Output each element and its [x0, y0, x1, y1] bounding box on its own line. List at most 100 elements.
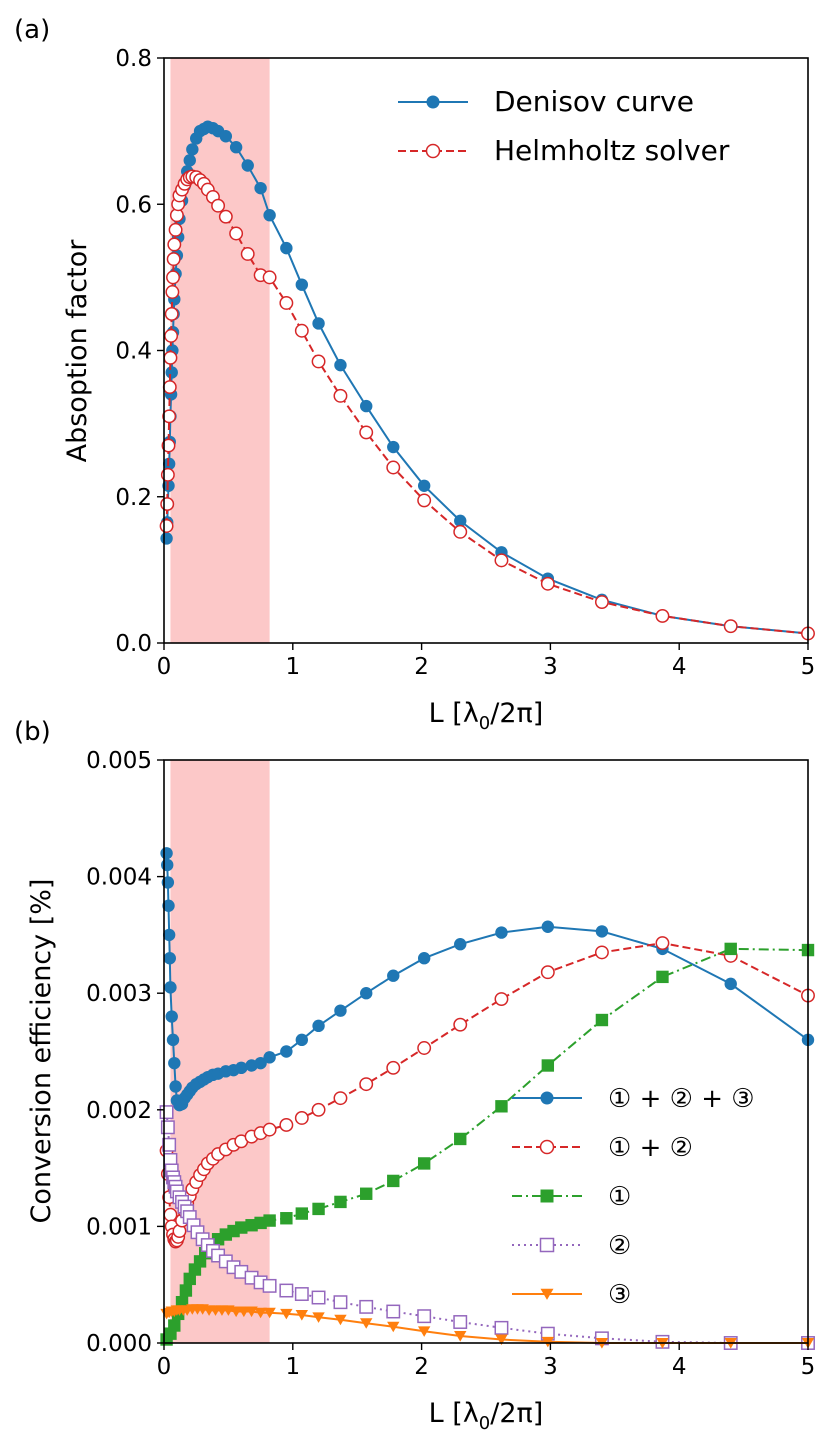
legend-marker: [539, 1139, 555, 1155]
data-point: [218, 209, 233, 224]
data-point: [229, 226, 244, 241]
data-point: [417, 1309, 432, 1324]
data-point: [494, 992, 509, 1006]
data-point: [494, 553, 509, 568]
data-point: [333, 388, 348, 403]
data-point: [163, 1207, 178, 1222]
x-tick-label: 1: [285, 654, 300, 680]
legend-entry: ① + ②: [512, 1133, 693, 1163]
data-point: [160, 497, 175, 512]
data-point: [417, 1157, 431, 1170]
data-point: [263, 1051, 276, 1064]
data-point: [360, 1318, 373, 1329]
data-point: [386, 1060, 401, 1075]
series-1: [159, 169, 815, 641]
x-tick-label: 1: [285, 1354, 300, 1380]
data-point: [294, 323, 309, 338]
legend-marker: [540, 1189, 554, 1203]
data-point: [159, 519, 174, 533]
data-point: [387, 1321, 400, 1333]
y-tick-label: 0.8: [115, 46, 152, 72]
data-point: [160, 847, 173, 860]
data-point: [166, 270, 180, 285]
data-point: [541, 920, 555, 933]
axes-frame: [163, 759, 809, 1344]
data-point: [387, 1174, 400, 1188]
data-point: [254, 1056, 267, 1070]
panel-a-xlabel: L [λ0/2π]: [429, 698, 544, 734]
data-point: [311, 1102, 326, 1117]
legend-label: ②: [608, 1231, 631, 1261]
data-point: [294, 1111, 309, 1125]
data-point: [235, 1221, 248, 1234]
data-point: [161, 858, 174, 872]
data-point: [454, 938, 467, 951]
legend-marker: [426, 95, 440, 109]
data-point: [295, 1310, 309, 1321]
panel-b-xlabel: L [λ0/2π]: [429, 1398, 544, 1434]
y-tick-label: 0.001: [86, 1214, 152, 1240]
data-point: [167, 237, 182, 252]
x-tick-label: 4: [672, 654, 687, 680]
data-point: [186, 143, 199, 156]
data-point: [312, 1202, 325, 1216]
data-point: [254, 1307, 267, 1319]
panel-b-ylabel: Conversion efficiency [%]: [26, 879, 57, 1224]
data-point: [164, 328, 179, 343]
data-point: [454, 1331, 467, 1342]
data-point: [294, 1287, 309, 1301]
data-point: [254, 181, 267, 195]
data-point: [333, 1295, 348, 1310]
legend-marker: [425, 143, 441, 159]
data-point: [279, 1283, 294, 1298]
data-point: [262, 1122, 277, 1137]
data-point: [295, 278, 309, 291]
data-point: [311, 354, 326, 369]
data-point: [333, 1091, 348, 1106]
panel-a-ylabel: Absoption factor: [62, 239, 93, 463]
plot-area: [159, 120, 815, 641]
panel-a: (a) Absoption factor L [λ0/2π] 0 1 2 3 4 5 0.0…: [14, 15, 815, 734]
data-point: [387, 440, 400, 454]
legend-label: Denisov curve: [494, 85, 694, 118]
data-point: [280, 1045, 293, 1058]
legend-marker: [540, 1288, 554, 1300]
data-point: [312, 1312, 325, 1323]
data-point: [160, 532, 173, 545]
y-tick-label: 0.003: [86, 981, 152, 1007]
x-tick-label: 0: [157, 1354, 172, 1380]
data-point: [417, 493, 432, 508]
data-point: [656, 970, 669, 984]
x-tick-label: 4: [672, 1354, 687, 1380]
y-tick-label: 0.002: [86, 1098, 152, 1124]
data-point: [279, 296, 294, 310]
data-point: [280, 1308, 293, 1320]
data-point: [295, 1033, 309, 1047]
legend-marker: [540, 1091, 554, 1105]
plot-area: [159, 847, 815, 1350]
y-tick-label: 0.000: [86, 1331, 152, 1357]
x-tick-label: 5: [801, 654, 816, 680]
data-point: [183, 1272, 196, 1286]
data-point: [295, 1207, 309, 1220]
data-point: [162, 457, 176, 471]
x-tick-label: 0: [157, 654, 172, 680]
data-point: [211, 198, 226, 213]
x-tick-label: 3: [543, 1354, 558, 1380]
data-point: [164, 981, 177, 994]
data-point: [240, 247, 255, 261]
data-point: [360, 399, 373, 413]
legend-marker: [539, 1237, 555, 1253]
data-point: [655, 936, 670, 951]
data-point: [387, 969, 400, 982]
data-point: [162, 380, 177, 395]
data-point: [163, 952, 176, 965]
legend-entry: ③: [512, 1280, 631, 1310]
data-point: [169, 1080, 182, 1093]
legend-label: Helmholtz solver: [494, 134, 730, 167]
legend-label: ① + ② + ③: [608, 1084, 755, 1114]
data-point: [164, 306, 179, 321]
data-point: [386, 1304, 401, 1319]
legend-entry: Denisov curve: [398, 85, 694, 118]
data-point: [263, 1214, 276, 1227]
